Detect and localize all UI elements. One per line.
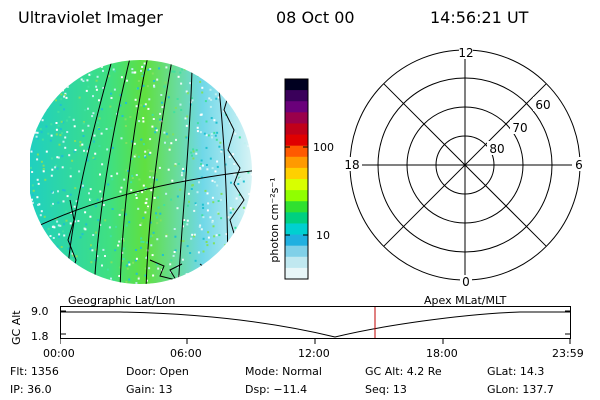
- status-door: Door: Open: [126, 365, 189, 378]
- color-scale-swatch: [285, 201, 308, 213]
- color-scale-swatch: [285, 190, 308, 202]
- color-scale-swatch: [285, 256, 308, 269]
- altitude-curve: [60, 311, 571, 338]
- color-scale-swatch: [285, 134, 308, 147]
- gc-alt-axis-title: GC Alt: [10, 310, 23, 345]
- colorbar-tick-10: 10: [316, 229, 330, 242]
- color-scale: photon cm⁻²s⁻¹: [268, 78, 309, 280]
- x-tick-0000: 00:00: [43, 347, 75, 360]
- status-gc-alt: GC Alt: 4.2 Re: [365, 365, 442, 378]
- status-glon: GLon: 137.7: [487, 383, 554, 396]
- status-mode: Mode: Normal: [245, 365, 322, 378]
- mlt-label-0: 0: [462, 275, 470, 289]
- color-scale-swatch: [285, 156, 308, 169]
- color-scale-swatch: [285, 145, 308, 158]
- time-label: 14:56:21 UT: [430, 8, 529, 27]
- color-scale-swatch: [285, 112, 308, 124]
- apex-label: Apex MLat/MLT: [424, 294, 507, 307]
- color-scale-swatch: [285, 267, 308, 280]
- mlt-label-18: 18: [344, 158, 359, 172]
- y-tick-1-8: 1.8: [31, 330, 49, 343]
- color-scale-swatch: [285, 234, 308, 247]
- color-scale-ticks: [285, 146, 308, 236]
- instrument-title: Ultraviolet Imager: [18, 8, 163, 27]
- color-scale-swatch: [285, 167, 308, 180]
- y-tick-9: 9.0: [31, 305, 49, 318]
- status-dsp: Dsp: −11.4: [245, 383, 308, 396]
- mlt-diagonal-2: [383, 83, 547, 247]
- auroral-image: [30, 60, 252, 284]
- x-tick-2359: 23:59: [552, 347, 584, 360]
- mlt-label-12: 12: [458, 46, 473, 60]
- lat-label-80: 80: [489, 142, 504, 156]
- colorbar-tick-100: 100: [313, 141, 334, 154]
- color-scale-label: photon cm⁻²s⁻¹: [268, 177, 281, 262]
- color-scale-swatch: [285, 90, 308, 102]
- x-axis-ticks: [60, 338, 571, 344]
- color-scale-swatch: [285, 212, 308, 224]
- color-scale-bar: [285, 79, 308, 280]
- geographic-label: Geographic Lat/Lon: [68, 294, 176, 307]
- status-glat: GLat: 14.3: [487, 365, 545, 378]
- mlt-label-6: 6: [575, 158, 583, 172]
- altitude-timeline: [60, 306, 571, 344]
- status-seq: Seq: 13: [365, 383, 407, 396]
- polar-plot: 12 0 18 6 60 70 80: [342, 46, 586, 289]
- color-scale-swatch: [285, 101, 308, 113]
- color-scale-swatch: [285, 79, 308, 91]
- color-scale-swatch: [285, 179, 308, 191]
- color-scale-swatch: [285, 245, 308, 258]
- lat-label-70: 70: [512, 121, 527, 135]
- color-scale-swatch: [285, 223, 308, 236]
- color-scale-swatch: [285, 123, 308, 136]
- x-tick-1800: 18:00: [426, 347, 458, 360]
- x-tick-1200: 12:00: [298, 347, 330, 360]
- status-gain: Gain: 13: [126, 383, 173, 396]
- status-ip: IP: 36.0: [10, 383, 52, 396]
- x-tick-0600: 06:00: [170, 347, 202, 360]
- lat-label-60: 60: [535, 98, 550, 112]
- status-flt: Flt: 1356: [10, 365, 59, 378]
- date-label: 08 Oct 00: [276, 8, 355, 27]
